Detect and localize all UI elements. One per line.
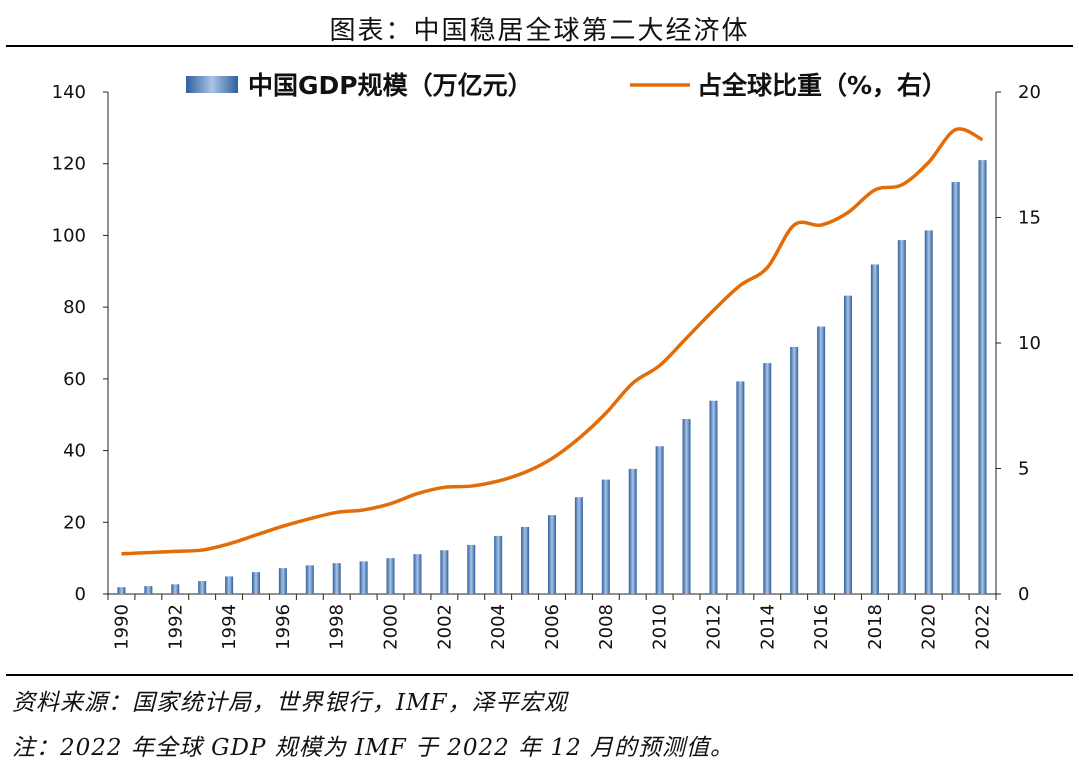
tick-labels: 0 20 40 60 80 100 120 140 0 5 10 15 20 1990 1992 1994 19… xyxy=(52,82,1041,650)
x-tick-label: 2008 xyxy=(596,604,617,650)
left-tick-label: 120 xyxy=(52,154,86,175)
x-tick-label: 1996 xyxy=(273,604,294,650)
gdp-bar xyxy=(924,230,933,594)
legend-gdp-label: 中国GDP规模（万亿元） xyxy=(248,71,533,100)
gdp-bar xyxy=(521,526,530,594)
gdp-bar xyxy=(440,550,449,594)
x-tick-label: 1990 xyxy=(111,604,132,650)
gdp-bar xyxy=(494,535,503,594)
chart-area: 中国GDP规模（万亿元） 占全球比重（%，右） 0204060801001201… xyxy=(52,71,1041,650)
x-tick-label: 2016 xyxy=(811,604,832,650)
x-tick-label: 2012 xyxy=(703,604,724,650)
x-tick-label: 2010 xyxy=(650,604,671,650)
legend: 中国GDP规模（万亿元） 占全球比重（%，右） xyxy=(186,71,947,100)
legend-bar-swatch xyxy=(186,76,238,93)
x-tick-label: 1992 xyxy=(165,604,186,650)
left-tick-label: 0 xyxy=(75,584,86,605)
legend-share-label: 占全球比重（%，右） xyxy=(697,71,947,100)
gdp-bar xyxy=(278,568,287,594)
gdp-bar xyxy=(790,346,799,594)
gdp-bar xyxy=(117,587,126,594)
gdp-bar xyxy=(817,326,826,594)
gdp-bar xyxy=(870,264,879,594)
right-tick-label: 0 xyxy=(1018,584,1029,605)
gdp-bar xyxy=(386,558,395,594)
x-tick-label: 2000 xyxy=(381,604,402,650)
gdp-bar xyxy=(601,479,610,594)
right-tick-label: 20 xyxy=(1018,82,1041,103)
gdp-bar xyxy=(467,544,476,594)
gdp-bar xyxy=(225,576,234,594)
share-line xyxy=(121,127,984,556)
gdp-bar xyxy=(628,468,637,594)
share-line-path xyxy=(121,127,984,556)
x-tick-label: 2022 xyxy=(973,604,994,650)
gdp-bar xyxy=(709,400,718,594)
source-note: 资料来源：国家统计局，世界银行，IMF，泽平宏观 xyxy=(12,690,568,716)
left-tick-label: 140 xyxy=(52,82,86,103)
left-tick-label: 40 xyxy=(63,441,86,462)
x-tick-label: 2002 xyxy=(434,604,455,650)
gdp-bar xyxy=(305,565,314,594)
gdp-bar xyxy=(144,586,153,594)
left-tick-label: 20 xyxy=(63,512,86,533)
gdp-bars xyxy=(117,160,987,594)
x-tick-label: 2014 xyxy=(757,604,778,650)
gdp-bar xyxy=(332,563,341,594)
gdp-bar xyxy=(574,497,583,594)
gdp-bar xyxy=(252,572,260,594)
gdp-bar xyxy=(844,295,852,594)
gdp-bar xyxy=(682,419,691,594)
gdp-bar xyxy=(171,584,180,594)
x-tick-label: 1994 xyxy=(219,604,240,650)
gdp-bar xyxy=(655,446,664,594)
x-tick-label: 2018 xyxy=(865,604,886,650)
x-tick-label: 2006 xyxy=(542,604,563,650)
top-rule xyxy=(6,45,1073,47)
x-tick-label: 2004 xyxy=(488,604,509,650)
right-tick-label: 10 xyxy=(1018,333,1041,354)
footnote: 注：2022 年全球 GDP 规模为 IMF 于 2022 年 12 月的预测值… xyxy=(12,735,735,761)
gdp-bar xyxy=(951,182,960,594)
bottom-rule xyxy=(6,674,1073,676)
gdp-bar xyxy=(897,240,906,594)
right-tick-label: 15 xyxy=(1018,208,1041,229)
left-tick-label: 60 xyxy=(63,369,86,390)
right-tick-label: 5 xyxy=(1018,459,1029,480)
gdp-bar xyxy=(413,554,422,594)
chart-title: 图表：中国稳居全球第二大经济体 xyxy=(329,16,750,46)
gdp-bar xyxy=(736,381,745,594)
gdp-bar xyxy=(763,363,772,594)
left-tick-label: 100 xyxy=(52,225,86,246)
gdp-bar xyxy=(198,581,207,594)
gdp-bar xyxy=(548,515,556,594)
x-tick-label: 2020 xyxy=(919,604,940,650)
gdp-bar xyxy=(359,561,368,594)
left-tick-label: 80 xyxy=(63,297,86,318)
x-tick-label: 1998 xyxy=(327,604,348,650)
gdp-bar xyxy=(978,160,987,594)
